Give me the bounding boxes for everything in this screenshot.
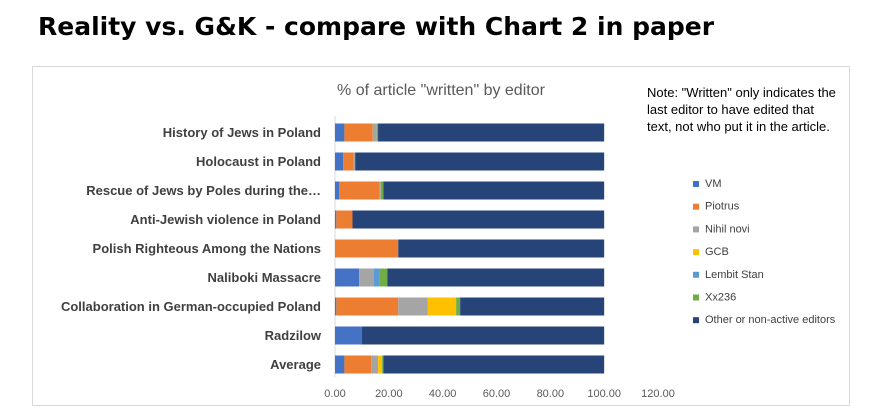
x-tick-label: 80.00: [537, 388, 565, 400]
category-label: Holocaust in Poland: [196, 154, 321, 169]
bar-segment: [335, 268, 360, 287]
bar-segment: [379, 181, 381, 200]
bar-segment: [398, 239, 605, 258]
bar-segment: [427, 297, 457, 316]
bar-segment: [344, 123, 373, 142]
category-label: Rescue of Jews by Poles during the…: [86, 183, 321, 198]
category-label: Collaboration in German-occupied Poland: [61, 299, 321, 314]
bar-segment: [336, 210, 353, 229]
chart-title: % of article "written" by editor: [337, 82, 546, 99]
legend-swatch: [693, 249, 699, 256]
legend-entry: Xx236: [705, 292, 736, 304]
x-tick-label: 60.00: [483, 388, 511, 400]
bar-segment: [378, 123, 605, 142]
legend-entry: GCB: [705, 246, 729, 258]
bar-segment: [374, 268, 380, 287]
bar-segment: [456, 297, 461, 316]
bar-segment: [361, 326, 605, 345]
legend-entry: Piotrus: [705, 201, 740, 213]
bar-segment: [382, 355, 384, 374]
legend-swatch: [693, 226, 699, 233]
legend-swatch: [693, 271, 699, 278]
x-tick-label: 20.00: [375, 388, 403, 400]
category-label: Anti-Jewish violence in Poland: [130, 212, 321, 227]
legend-swatch: [693, 181, 699, 187]
bar-segment: [343, 152, 354, 171]
bar-segment: [335, 239, 399, 258]
legend-swatch: [693, 203, 699, 210]
bar-segment: [378, 355, 383, 374]
category-label: Polish Righteous Among the Nations: [93, 241, 321, 256]
bar-segment: [387, 268, 605, 287]
bar-segment: [335, 355, 345, 374]
x-tick-label: 120.00: [641, 388, 675, 400]
x-tick-label: 0.00: [324, 388, 345, 400]
chart-area: % of article "written" by editor History …: [32, 66, 850, 406]
legend-entry: Other or non-active editors: [705, 314, 836, 326]
bar-segment: [339, 181, 380, 200]
legend-swatch: [693, 294, 699, 301]
bar-segment: [372, 123, 377, 142]
bar-segment: [371, 355, 379, 374]
bar-segment: [379, 268, 388, 287]
category-label: Radzilow: [265, 328, 322, 343]
bar-segment: [398, 297, 428, 316]
bar-segment: [335, 181, 340, 200]
bar-segment: [335, 326, 362, 345]
bar-segment: [336, 297, 399, 316]
slide-title: Reality vs. G&K - compare with Chart 2 i…: [38, 12, 715, 41]
legend-entry: VM: [705, 178, 722, 190]
bar-segment: [383, 355, 605, 374]
bar-segment: [380, 181, 384, 200]
category-label: Average: [270, 357, 321, 372]
legend-entry: Lembit Stan: [705, 269, 764, 281]
x-tick-label: 100.00: [587, 388, 621, 400]
bar-segment: [359, 268, 375, 287]
category-label: History of Jews in Poland: [163, 125, 321, 140]
bar-segment: [383, 181, 605, 200]
bar-segment: [352, 210, 605, 229]
bar-segment: [353, 152, 356, 171]
bar-segment: [460, 297, 605, 316]
bar-segment: [344, 355, 372, 374]
category-label: Naliboki Massacre: [208, 270, 321, 285]
bar-segment: [335, 152, 344, 171]
bar-segment: [335, 210, 337, 229]
bar-segment: [335, 123, 345, 142]
stacked-bar-chart: % of article "written" by editor History …: [61, 82, 836, 400]
bar-segment: [335, 297, 337, 316]
chart-note: Note: "Written" only indicates the last …: [647, 85, 836, 134]
bar-segment: [376, 123, 379, 142]
bar-segment: [355, 152, 605, 171]
legend-swatch: [693, 317, 699, 324]
x-tick-label: 40.00: [429, 388, 457, 400]
legend-entry: Nihil novi: [705, 223, 750, 235]
